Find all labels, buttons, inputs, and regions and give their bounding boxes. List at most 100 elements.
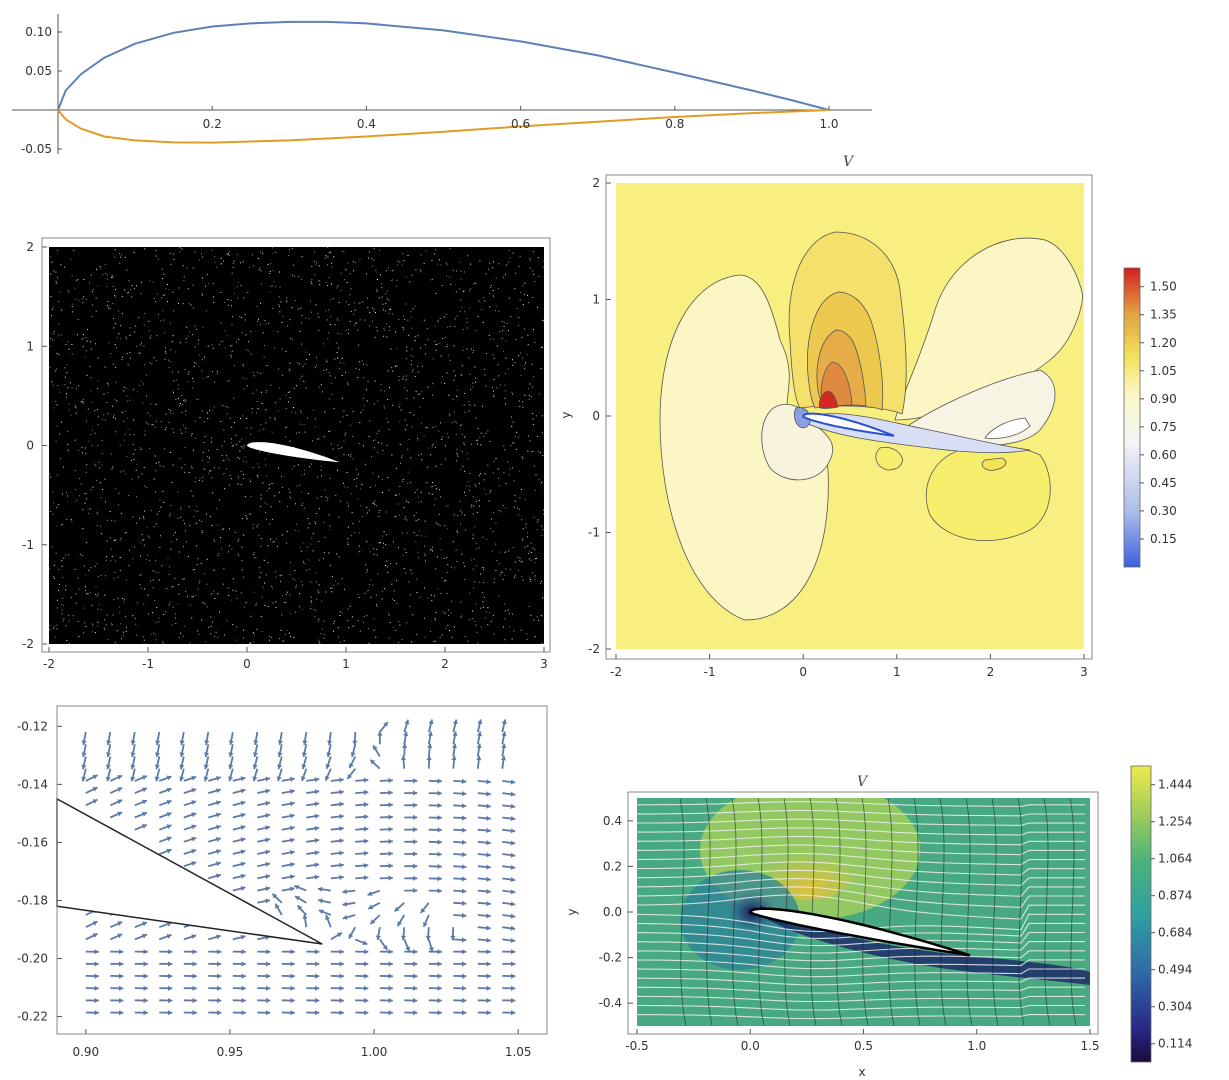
mesh-node: [242, 365, 244, 367]
mesh-node: [416, 578, 418, 580]
mesh-node: [515, 339, 517, 340]
mesh-node: [493, 390, 494, 392]
mesh-node: [428, 492, 430, 494]
mesh-node: [326, 369, 328, 370]
streamline-arrow-head: [486, 864, 491, 870]
mesh-node: [424, 617, 425, 619]
streamline-arrow-head: [400, 755, 407, 761]
mesh-node: [438, 513, 440, 515]
mesh-node: [348, 304, 350, 306]
mesh-node: [313, 251, 315, 253]
streamline-arrow-head: [275, 903, 280, 909]
mesh-node: [353, 270, 355, 272]
mesh-node: [391, 367, 393, 369]
mesh-node: [181, 404, 183, 406]
mesh-node: [434, 325, 436, 327]
mesh-node: [467, 640, 469, 642]
streamline-arrow-head: [142, 775, 147, 780]
mesh-node: [264, 345, 266, 347]
mesh-node: [185, 410, 187, 412]
mesh-node: [502, 578, 504, 580]
mesh-node: [202, 602, 204, 604]
mesh-node: [208, 282, 210, 284]
mesh-node: [333, 256, 335, 258]
mesh-node: [152, 570, 154, 572]
mesh-node: [517, 569, 519, 571]
mesh-node: [77, 577, 79, 579]
mesh-node: [295, 432, 297, 434]
mesh-node: [150, 335, 152, 337]
mesh-node: [410, 316, 412, 318]
mesh-node: [402, 479, 404, 480]
mesh-node: [367, 297, 368, 299]
mesh-node: [67, 341, 69, 343]
mesh-node: [420, 501, 422, 503]
streamline-arrow-head: [339, 1010, 344, 1016]
mesh-node: [135, 469, 137, 471]
mesh-node: [338, 301, 340, 303]
mesh-node: [508, 474, 510, 476]
mesh-node: [484, 473, 486, 475]
mesh-node: [414, 305, 416, 307]
mesh-node: [485, 273, 487, 275]
mesh-node: [501, 571, 503, 573]
mesh-node: [178, 584, 180, 585]
mesh-node: [232, 589, 234, 591]
mesh-node: [385, 511, 387, 513]
mesh-node: [493, 261, 495, 263]
mesh-node: [492, 614, 494, 616]
streamline-arrow-head: [204, 752, 210, 757]
streamline-arrow-head: [427, 743, 433, 749]
mesh-node: [383, 328, 385, 330]
mesh-node: [113, 327, 115, 329]
streamline-arrow-head: [388, 985, 393, 991]
mesh-node: [83, 565, 85, 567]
mesh-node: [67, 444, 69, 446]
mesh-node: [403, 376, 405, 378]
mesh-node: [130, 460, 132, 461]
streamline-arrow-head: [413, 778, 418, 784]
mesh-node: [513, 630, 515, 632]
mesh-node: [456, 448, 458, 450]
streamline-arrow-head: [437, 839, 442, 845]
mesh-node: [359, 319, 361, 321]
mesh-node: [474, 404, 476, 406]
streamline-arrow-head: [117, 811, 123, 817]
mesh-node: [415, 541, 417, 543]
mesh-node: [205, 310, 207, 312]
mesh-node: [485, 385, 487, 387]
streamline-arrow-head: [413, 997, 418, 1004]
mesh-node: [497, 478, 499, 479]
streamline-arrow-head: [265, 898, 270, 904]
mesh-node: [123, 635, 124, 637]
mesh-node: [249, 513, 251, 515]
mesh-node: [491, 387, 493, 389]
mesh-node: [349, 273, 351, 275]
mesh-node: [326, 361, 328, 363]
profile-x-tick-label: 1.0: [819, 117, 838, 131]
mesh-node: [403, 567, 405, 569]
mesh-node: [234, 292, 236, 294]
profile-y-tick-label: 0.10: [25, 25, 52, 39]
mesh-node: [384, 390, 386, 392]
mesh-node: [58, 335, 59, 337]
mesh-node: [239, 450, 241, 452]
mesh-node: [127, 364, 129, 366]
mesh-node: [328, 371, 330, 373]
streamline-arrow-head: [191, 848, 197, 854]
streamline-arrow-head: [510, 937, 516, 943]
mesh-node: [420, 535, 422, 537]
mesh-node: [489, 338, 491, 340]
mesh-node: [486, 539, 488, 541]
mesh-node: [378, 249, 380, 251]
mesh-node: [487, 607, 489, 609]
mesh-node: [493, 578, 495, 580]
mesh-node: [181, 467, 183, 469]
streamline-arrow-head: [203, 764, 209, 770]
mesh-node: [351, 616, 353, 618]
mesh-node: [111, 555, 113, 557]
mesh-node: [529, 383, 531, 385]
streamline-arrow-head: [228, 752, 234, 757]
density-y-tick-label: 0.2: [603, 859, 622, 873]
mesh-node: [285, 394, 287, 396]
